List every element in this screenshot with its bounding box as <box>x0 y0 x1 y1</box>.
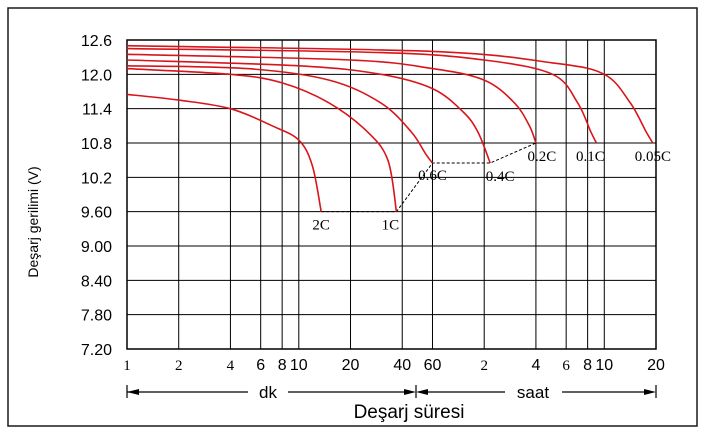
y-tick-label: 7.80 <box>81 308 112 325</box>
x-tick-label: 8 <box>278 357 287 374</box>
plot-area-border <box>126 39 657 350</box>
curve-0_05C <box>126 44 654 144</box>
curve-0_2C <box>126 53 537 144</box>
curve-1C <box>126 67 398 212</box>
curve-label-0_2C: 0.2C <box>528 149 557 165</box>
x-axis-label: Deşarj süresi <box>354 402 465 423</box>
unit-range-bar <box>126 385 657 398</box>
outer-border <box>7 7 698 427</box>
curve-label-0_4C: 0.4C <box>486 169 515 185</box>
curve-0_6C <box>126 65 434 164</box>
y-axis-label: Deşarj gerilimi (V) <box>25 166 41 277</box>
x-tick-label: 1 <box>123 358 131 374</box>
y-tick-label: 7.20 <box>81 342 112 359</box>
x-tick-label: 2 <box>175 358 183 374</box>
x-tick-label: 6 <box>256 357 265 374</box>
x-tick-label: 40 <box>393 357 411 374</box>
curve-label-0_6C: 0.6C <box>418 168 447 184</box>
x-tick-label: 8 <box>583 357 592 374</box>
x-unit-label-minutes: dk <box>259 383 277 402</box>
y-tick-label: 12.0 <box>81 67 112 84</box>
x-tick-label: 10 <box>290 357 308 374</box>
y-tick-label: 12.6 <box>81 33 112 50</box>
curve-label-0_1C: 0.1C <box>576 149 605 165</box>
curve-label-1C: 1C <box>382 218 400 234</box>
x-tick-labels: 1 2 4 6 8 10 20 40 60 2 4 6 8 10 20 <box>123 357 665 374</box>
curve-label-0_05C: 0.05C <box>635 149 671 165</box>
x-unit-label-hours: saat <box>517 383 549 402</box>
x-tick-label: 4 <box>531 357 540 374</box>
curve-label-2C: 2C <box>312 218 330 234</box>
x-tick-label: 6 <box>562 358 570 374</box>
x-tick-label: 2 <box>480 358 488 374</box>
y-tick-label: 9.00 <box>81 239 112 256</box>
y-tick-labels: 12.6 12.0 11.4 10.8 10.2 9.60 9.00 8.40 7.80 7.20 <box>81 33 112 359</box>
x-tick-label: 20 <box>342 357 360 374</box>
curve-2C <box>126 93 322 212</box>
curve-labels: 2C 1C 0.6C 0.4C 0.2C 0.1C 0.05C <box>312 149 671 234</box>
x-tick-label: 60 <box>424 357 442 374</box>
curve-0_4C <box>126 59 491 164</box>
y-tick-label: 10.8 <box>81 136 112 153</box>
x-tick-label: 20 <box>647 357 665 374</box>
curve-0_1C <box>126 47 598 144</box>
discharge-curves <box>126 44 654 212</box>
x-tick-label: 4 <box>227 358 235 374</box>
y-tick-label: 10.2 <box>81 170 112 187</box>
x-tick-label: 10 <box>595 357 613 374</box>
y-tick-label: 8.40 <box>81 273 112 290</box>
y-tick-label: 11.4 <box>82 102 112 119</box>
y-tick-label: 9.60 <box>81 205 112 222</box>
